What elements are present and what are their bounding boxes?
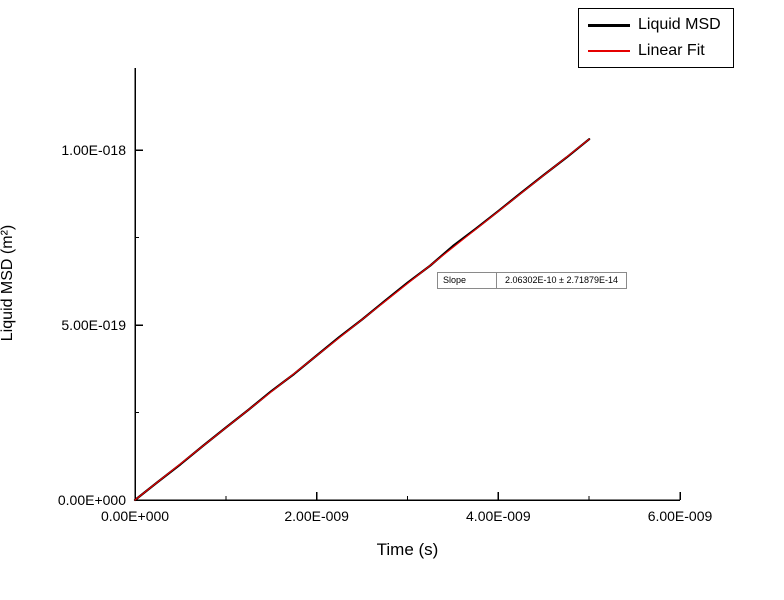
x-axis-label: Time (s) <box>376 540 439 559</box>
legend-entry-liquid-msd: Liquid MSD <box>588 16 721 34</box>
legend: Liquid MSD Linear Fit <box>578 8 734 68</box>
slope-annotation-value: 2.06302E-10 ± 2.71879E-14 <box>505 275 619 285</box>
x-tick-label: 0.00E+000 <box>101 508 169 524</box>
y-tick-label: 5.00E-019 <box>61 317 126 333</box>
x-tick-label: 4.00E-009 <box>466 508 531 524</box>
y-tick-label: 1.00E-018 <box>61 142 126 158</box>
series-linear-fit <box>134 138 590 501</box>
slope-annotation-label: Slope <box>438 273 497 288</box>
legend-line-swatch-red <box>588 50 630 52</box>
x-tick-label: 2.00E-009 <box>284 508 349 524</box>
legend-entry-linear-fit: Linear Fit <box>588 42 721 60</box>
y-axis-label: Liquid MSD (m²) <box>0 224 16 342</box>
slope-annotation: Slope 2.06302E-10 ± 2.71879E-14 <box>437 272 628 289</box>
legend-label-linear-fit: Linear Fit <box>638 42 705 59</box>
legend-label-liquid-msd: Liquid MSD <box>638 16 721 33</box>
y-tick-label: 0.00E+000 <box>58 492 126 508</box>
legend-line-swatch-black <box>588 23 630 27</box>
x-tick-label: 6.00E-009 <box>648 508 713 524</box>
